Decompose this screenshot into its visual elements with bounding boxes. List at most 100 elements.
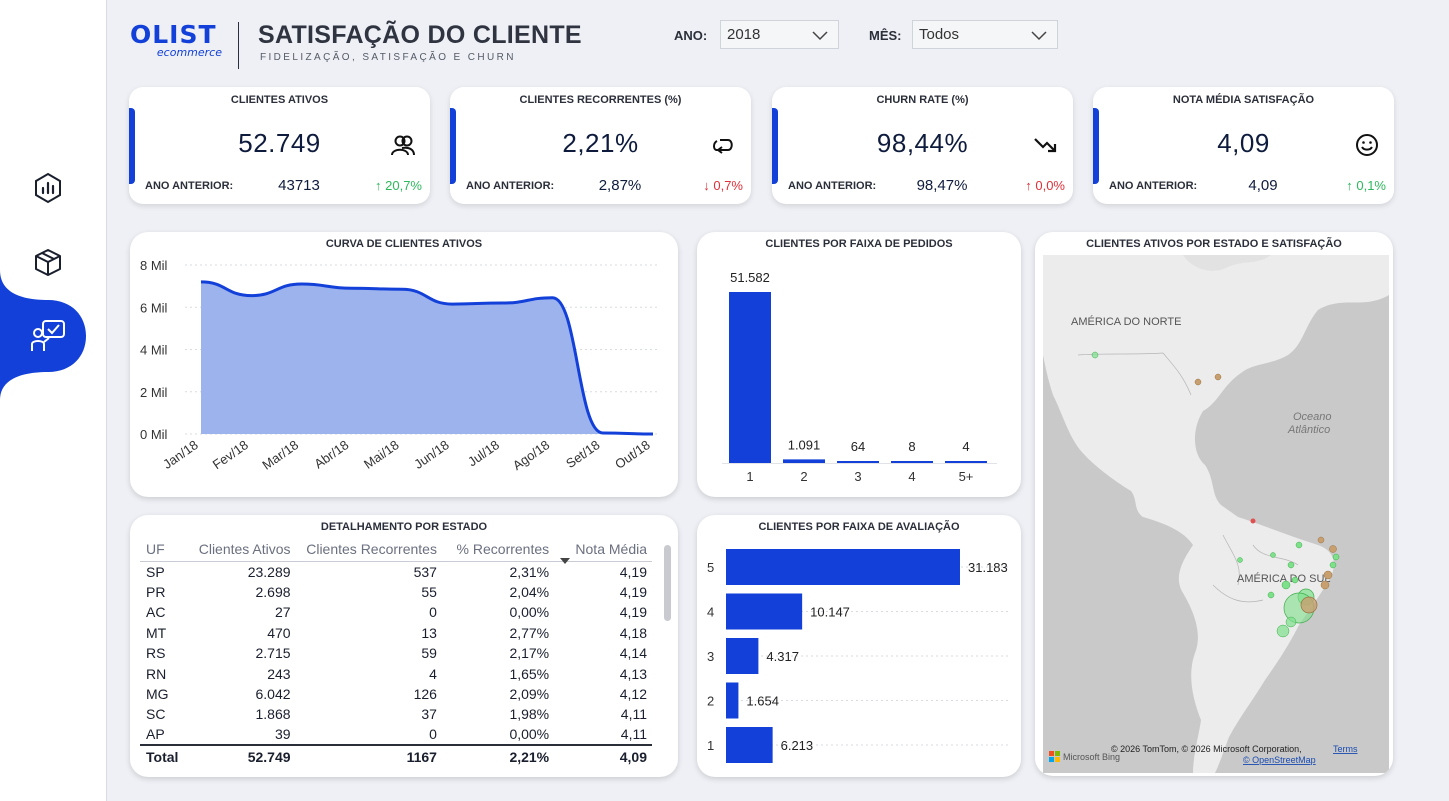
table-row[interactable]: MT 470 13 2,77% 4,18: [140, 623, 652, 643]
map-label-ocean: Oceano: [1293, 411, 1332, 423]
x-tick-label: 5+: [959, 469, 974, 484]
kpi-prev-label: ANO ANTERIOR:: [1109, 180, 1198, 192]
bar: [726, 727, 773, 763]
table-cell: 2,04%: [509, 584, 550, 601]
column-header-rating[interactable]: Nota Média: [554, 539, 652, 564]
bar-value-label: 31.183: [968, 560, 1008, 575]
table-cell: 4,13: [619, 665, 647, 682]
kpi-delta: ↑ 0,0%: [1025, 178, 1065, 193]
table-scrollbar[interactable]: [664, 545, 671, 621]
table-cell: 0: [429, 726, 437, 743]
kpi-prev-value: 98,47%: [916, 177, 968, 194]
x-tick-label: Jul/18: [465, 437, 502, 469]
bar: [726, 638, 759, 674]
table-row[interactable]: RS 2.715 59 2,17% 4,14: [140, 643, 652, 663]
year-select-value: 2018: [727, 26, 761, 43]
active-clients-curve-panel: CURVA DE CLIENTES ATIVOS 0 Mil 2 Mil 4 Mil…: [130, 232, 678, 497]
table-total-cell: 2,21%: [441, 744, 555, 767]
sidebar: [0, 0, 107, 801]
panel-title: DETALHAMENTO POR ESTADO: [320, 521, 488, 533]
y-tick-label: 5: [707, 560, 714, 575]
table-cell: 1.868: [255, 706, 291, 723]
column-header-active[interactable]: Clientes Ativos: [198, 541, 291, 557]
map-panel: CLIENTES ATIVOS POR ESTADO E SATISFAÇÃO …: [1035, 232, 1393, 776]
active-clients-area-chart: 0 Mil 2 Mil 4 Mil 6 Mil 8 Mil Jan/18 Fev/18 Mar…: [140, 258, 660, 473]
kpi-value: 98,44%: [876, 128, 969, 158]
y-tick-label: 4: [707, 605, 714, 620]
table-cell: 126: [413, 686, 437, 703]
bar-value-label: 1.654: [746, 694, 779, 709]
month-select[interactable]: Todos: [912, 20, 1058, 49]
kpi-title: NOTA MÉDIA SATISFAÇÃO: [1172, 94, 1315, 106]
nav-box-icon[interactable]: [28, 242, 68, 282]
kpi-prev-value: 43713: [278, 177, 320, 194]
x-tick-label: Abr/18: [311, 437, 351, 471]
table-total-cell: 4,09: [554, 744, 652, 767]
table-cell: 23.289: [247, 563, 291, 580]
map-osm-link[interactable]: © OpenStreetMap: [1243, 755, 1316, 765]
column-header-pct[interactable]: % Recorrentes: [456, 541, 550, 557]
table-cell: 27: [274, 604, 291, 621]
panel-title: CLIENTES POR FAIXA DE PEDIDOS: [765, 238, 953, 250]
y-tick-label: 1: [707, 738, 714, 753]
x-tick-label: Mai/18: [361, 437, 402, 472]
column-header-uf[interactable]: UF: [146, 541, 165, 557]
y-tick-label: 3: [707, 649, 714, 664]
bar: [783, 459, 825, 463]
table-cell: 470: [267, 624, 291, 641]
table-cell: 537: [413, 563, 437, 580]
table-cell: 4,11: [620, 726, 647, 743]
table-cell: 243: [267, 665, 291, 682]
column-header-recurring[interactable]: Clientes Recorrentes: [306, 541, 437, 557]
kpi-card-churn-rate: CHURN RATE (%) 98,44% ANO ANTERIOR: 98,4…: [772, 87, 1073, 204]
table-row[interactable]: PR 2.698 55 2,04% 4,19: [140, 582, 652, 602]
smile-icon: [1356, 134, 1378, 156]
orders-range-panel: CLIENTES POR FAIXA DE PEDIDOS 51.582 1 1.0…: [697, 232, 1021, 497]
table-cell: 4,19: [619, 584, 647, 601]
map-credit: © 2026 TomTom, © 2026 Microsoft Corporat…: [1111, 744, 1302, 754]
table-cell: 2,77%: [509, 624, 550, 641]
table-row[interactable]: SC 1.868 37 1,98% 4,11: [140, 704, 652, 724]
x-tick-label: 4: [908, 469, 915, 484]
table-cell: 4,19: [619, 604, 647, 621]
table-row[interactable]: AP 39 0 0,00% 4,11: [140, 725, 652, 745]
kpi-prev-label: ANO ANTERIOR:: [788, 180, 877, 192]
panel-title: CURVA DE CLIENTES ATIVOS: [325, 238, 483, 250]
table-cell: PR: [146, 584, 166, 601]
bar: [945, 461, 987, 463]
table-row[interactable]: SP 23.289 537 2,31% 4,19: [140, 562, 652, 582]
orders-bar-chart: 51.582 1 1.091 2 64 3 8 4 4 5+: [722, 270, 997, 484]
y-tick-label: 2 Mil: [140, 385, 168, 400]
map-bubbles: [1091, 351, 1340, 638]
sort-desc-icon: [560, 558, 571, 564]
table-cell: 4,14: [619, 645, 647, 662]
x-tick-label: Out/18: [612, 437, 653, 472]
kpi-prev-value: 2,87%: [598, 177, 642, 194]
bar-value-label: 51.582: [730, 270, 770, 285]
kpi-card-recurring-clients: CLIENTES RECORRENTES (%) 2,21% ANO ANTER…: [450, 87, 751, 204]
x-tick-label: Jun/18: [411, 437, 452, 472]
table-cell: 6.042: [255, 686, 291, 703]
kpi-value: 52.749: [238, 128, 321, 158]
kpi-title: CLIENTES ATIVOS: [230, 94, 329, 106]
x-tick-label: Fev/18: [210, 437, 251, 472]
chevron-down-icon: [1031, 31, 1047, 41]
table-cell: 1,98%: [509, 706, 550, 723]
nav-satisfaction-icon[interactable]: [28, 316, 68, 356]
map-terms-link[interactable]: Terms: [1333, 744, 1358, 754]
bing-text: Microsoft Bing: [1063, 752, 1120, 762]
table-cell: 13: [421, 624, 437, 641]
table-cell: 4,12: [619, 686, 647, 703]
table-row[interactable]: AC 27 0 0,00% 4,19: [140, 602, 652, 622]
table-cell: MG: [146, 686, 169, 703]
year-filter-label: ANO:: [674, 28, 708, 43]
americas-map[interactable]: AMÉRICA DO NORTE Oceano Atlântico AMÉRIC…: [1043, 255, 1389, 773]
area-fill: [201, 281, 653, 434]
year-select[interactable]: 2018: [720, 20, 839, 49]
bar-value-label: 10.147: [810, 605, 850, 620]
x-tick-label: Jan/18: [160, 437, 201, 472]
table-row[interactable]: RN 243 4 1,65% 4,13: [140, 663, 652, 683]
table-row[interactable]: MG 6.042 126 2,09% 4,12: [140, 684, 652, 704]
y-tick-label: 4 Mil: [140, 343, 168, 358]
nav-dashboard-icon[interactable]: [28, 168, 68, 208]
